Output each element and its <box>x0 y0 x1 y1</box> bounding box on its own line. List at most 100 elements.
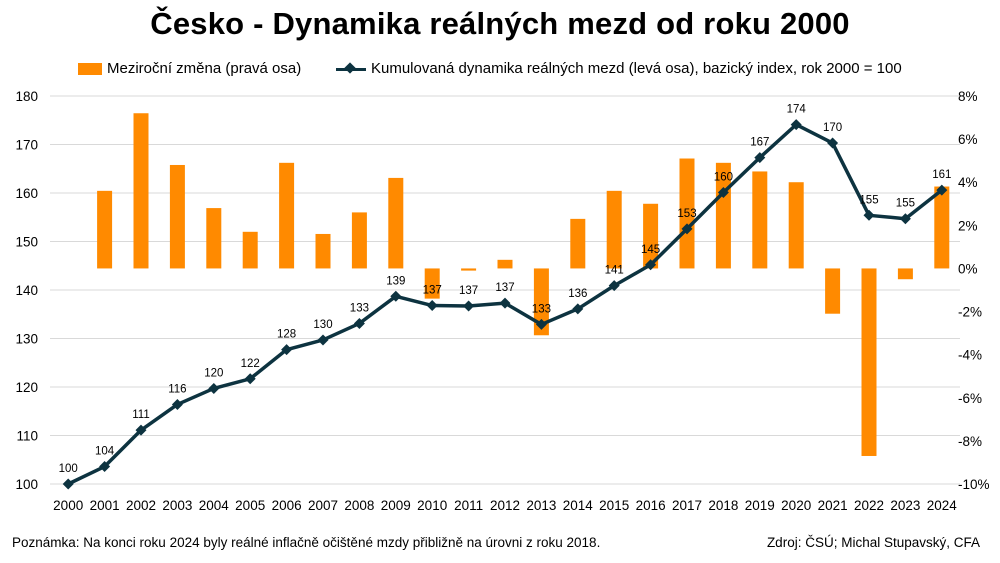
x-axis-tick: 2004 <box>199 498 230 513</box>
data-label: 153 <box>677 208 696 220</box>
x-axis-tick: 2000 <box>53 498 83 513</box>
x-axis-tick: 2009 <box>381 498 411 513</box>
line-point <box>572 303 584 315</box>
right-axis-tick: -4% <box>958 348 982 363</box>
bar <box>897 268 913 280</box>
bar <box>570 218 586 269</box>
line-point <box>535 318 547 330</box>
x-axis-tick: 2024 <box>927 498 958 513</box>
x-axis-tick: 2001 <box>90 498 120 513</box>
data-label: 137 <box>423 285 442 297</box>
chart-note: Poznámka: Na konci roku 2024 byly reálné… <box>12 535 601 550</box>
line-point <box>463 300 475 312</box>
x-axis-tick: 2023 <box>890 498 920 513</box>
x-axis-tick: 2020 <box>781 498 811 513</box>
x-axis-tick: 2010 <box>417 498 447 513</box>
chart-title: Česko - Dynamika reálných mezd od roku 2… <box>150 6 850 41</box>
line-point <box>281 344 293 356</box>
line-point <box>353 317 365 329</box>
right-axis-tick: 8% <box>958 89 978 104</box>
x-axis-tick: 2013 <box>526 498 556 513</box>
data-label: 100 <box>59 463 78 475</box>
bar <box>424 268 440 299</box>
line-point <box>499 297 511 309</box>
x-axis-tick: 2015 <box>599 498 629 513</box>
bar <box>752 171 768 269</box>
data-label: 139 <box>386 275 405 287</box>
data-label: 170 <box>823 122 842 134</box>
bar <box>497 259 513 269</box>
bar <box>388 177 404 269</box>
data-label: 133 <box>350 302 369 314</box>
data-label: 136 <box>568 288 587 300</box>
chart-source: Zdroj: ČSÚ; Michal Stupavský, CFA <box>766 535 980 550</box>
left-axis-tick: 160 <box>15 186 38 201</box>
bar <box>643 203 659 269</box>
line-point <box>317 334 329 346</box>
line-point <box>827 137 839 149</box>
legend: Meziroční změna (pravá osa) Kumulovaná d… <box>0 60 1000 82</box>
x-axis-tick: 2022 <box>854 498 884 513</box>
line-point <box>645 259 657 271</box>
data-label: 141 <box>605 265 624 277</box>
legend-item-bars: Meziroční změna (pravá osa) <box>78 60 301 77</box>
line-point <box>390 290 402 302</box>
bar <box>533 268 549 336</box>
data-label: 161 <box>932 169 951 181</box>
x-axis-tick: 2016 <box>636 498 666 513</box>
line-point <box>790 119 802 131</box>
line-point <box>754 152 766 164</box>
bar <box>934 186 950 269</box>
bar <box>606 190 622 269</box>
data-label: 145 <box>641 244 660 256</box>
bar <box>461 268 477 271</box>
data-label: 104 <box>95 446 115 458</box>
line-point <box>863 209 875 221</box>
x-axis-tick: 2011 <box>454 498 483 513</box>
data-label: 155 <box>859 194 878 206</box>
legend-label-bars: Meziroční změna (pravá osa) <box>107 60 302 77</box>
x-axis-tick: 2017 <box>672 498 702 513</box>
bar <box>861 268 877 456</box>
bar <box>169 164 185 269</box>
bar <box>242 231 258 269</box>
bar <box>351 212 367 269</box>
data-label: 122 <box>241 358 260 370</box>
line-point <box>426 300 438 312</box>
data-label: 160 <box>714 172 733 184</box>
line-point <box>208 382 220 394</box>
left-axis-tick: 110 <box>16 429 38 444</box>
left-axis-tick: 130 <box>15 332 38 347</box>
line-point <box>608 280 620 292</box>
data-label: 120 <box>204 367 223 379</box>
bar <box>315 233 331 269</box>
x-axis-tick: 2008 <box>344 498 374 513</box>
right-axis-tick: 6% <box>958 132 978 147</box>
data-label: 128 <box>277 329 296 341</box>
left-axis-tick: 180 <box>15 89 38 104</box>
legend-swatch-line <box>336 62 366 76</box>
left-axis-tick: 170 <box>15 138 38 153</box>
line-point <box>936 184 948 196</box>
left-axis-tick: 140 <box>15 283 38 298</box>
right-axis-tick: -8% <box>958 434 982 449</box>
line-point <box>135 424 147 436</box>
bar <box>279 162 295 269</box>
line-point <box>717 187 729 199</box>
x-axis-tick: 2019 <box>745 498 775 513</box>
legend-label-line: Kumulovaná dynamika reálných mezd (levá … <box>371 60 902 77</box>
data-label: 167 <box>750 137 769 149</box>
line-point <box>171 398 183 410</box>
left-axis-tick: 120 <box>15 380 38 395</box>
right-axis-tick: -6% <box>958 391 982 406</box>
line-point <box>62 478 74 490</box>
right-axis-tick: 0% <box>958 261 978 276</box>
x-axis-tick: 2003 <box>162 498 192 513</box>
line-point <box>899 213 911 225</box>
x-axis-tick: 2021 <box>818 498 848 513</box>
x-axis-tick: 2012 <box>490 498 520 513</box>
data-label: 111 <box>132 409 149 421</box>
x-axis-tick: 2014 <box>563 498 594 513</box>
data-label: 174 <box>787 104 807 116</box>
x-axis-tick: 2002 <box>126 498 156 513</box>
